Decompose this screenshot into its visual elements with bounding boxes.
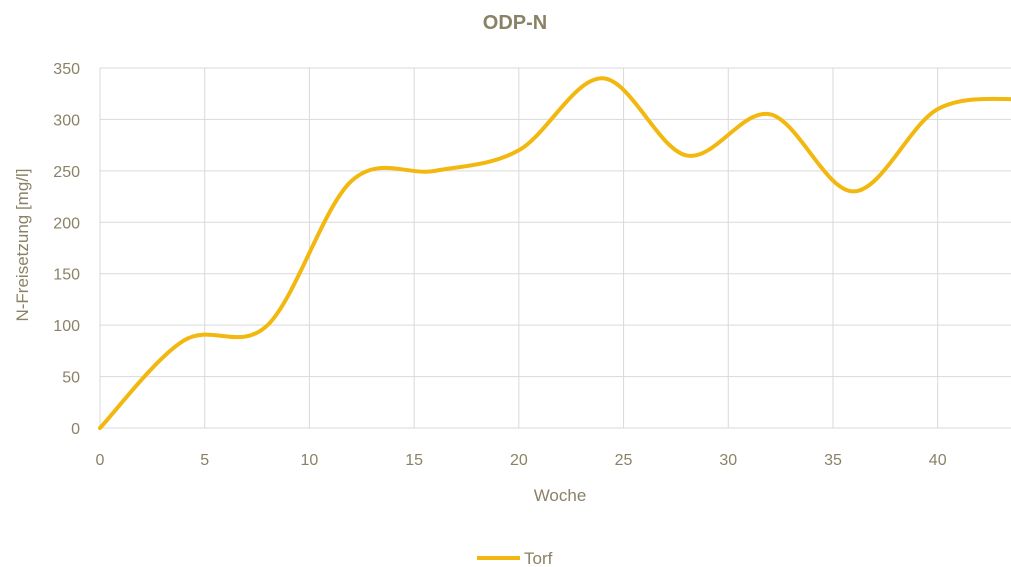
y-tick-label: 350 [53, 61, 80, 78]
y-tick-label: 300 [53, 112, 80, 129]
x-tick-label: 5 [200, 452, 209, 469]
x-tick-label: 35 [824, 452, 842, 469]
series-layer [98, 76, 1011, 430]
x-tick-label: 0 [96, 452, 105, 469]
x-tick-label: 25 [615, 452, 633, 469]
y-tick-label: 150 [53, 267, 80, 284]
x-tick-label: 40 [929, 452, 947, 469]
y-tick-label: 100 [53, 318, 80, 335]
legend-label-torf: Torf [524, 549, 553, 567]
x-tick-label: 15 [405, 452, 423, 469]
y-axis-label: N-Freisetzung [mg/l] [13, 168, 32, 321]
x-tick-label: 20 [510, 452, 528, 469]
y-tick-label: 250 [53, 164, 80, 181]
x-tick-label: 10 [301, 452, 319, 469]
legend: Torf [477, 549, 553, 567]
x-tick-label: 30 [719, 452, 737, 469]
x-axis-ticks: 0 5 10 15 20 25 30 35 40 [96, 452, 947, 469]
series-line-torf [98, 76, 1011, 430]
y-tick-label: 50 [62, 370, 80, 387]
x-axis-label: Woche [534, 486, 587, 505]
grid [99, 67, 1011, 429]
chart-title: ODP-N [483, 12, 547, 34]
y-tick-label: 200 [53, 215, 80, 232]
y-axis-ticks: 0 50 100 150 200 250 300 350 [53, 61, 80, 438]
y-tick-label: 0 [71, 421, 80, 438]
